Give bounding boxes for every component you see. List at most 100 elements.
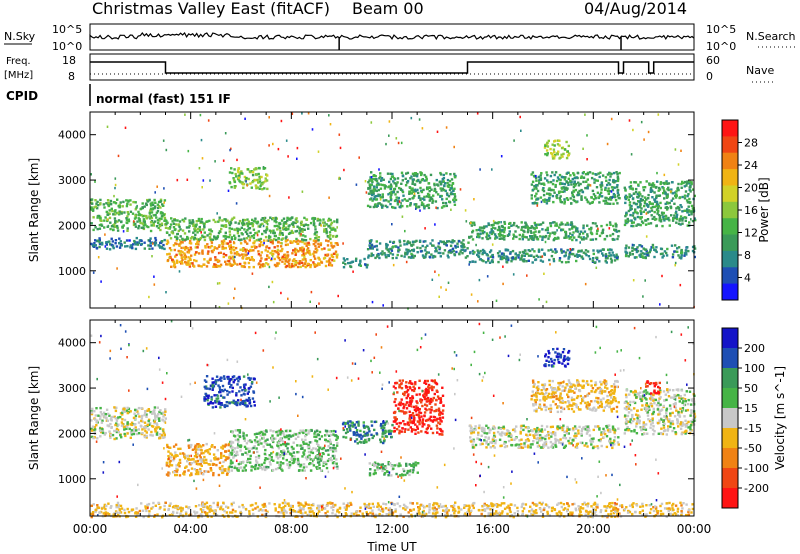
- cell: [458, 253, 461, 256]
- cell: [194, 472, 198, 476]
- cell: [197, 243, 200, 246]
- cell: [466, 247, 469, 250]
- cell: [375, 186, 378, 189]
- cell: [126, 421, 129, 424]
- cell: [649, 188, 652, 191]
- cell: [228, 391, 231, 394]
- cell: [287, 437, 291, 440]
- cell: [636, 206, 640, 209]
- cell: [296, 225, 299, 228]
- cell: [123, 428, 126, 431]
- cell: [245, 248, 248, 252]
- cell: [102, 414, 105, 417]
- cell: [449, 173, 452, 176]
- cell: [123, 211, 126, 214]
- cell: [495, 236, 499, 239]
- cell: [215, 397, 218, 400]
- cell: [532, 238, 535, 241]
- cell: [237, 170, 240, 174]
- cell: [245, 442, 249, 445]
- cell: [535, 236, 539, 239]
- cell: [405, 248, 408, 251]
- cell: [296, 239, 300, 242]
- cell: [172, 445, 176, 448]
- cell: [440, 189, 443, 192]
- cell: [397, 246, 400, 249]
- cell: [639, 198, 643, 201]
- cell: [156, 185, 158, 188]
- cell: [584, 186, 587, 190]
- cell: [628, 201, 632, 204]
- cell: [583, 230, 587, 233]
- cell: [113, 210, 116, 213]
- cell: [609, 196, 613, 199]
- cell: [325, 223, 328, 226]
- cell: [390, 190, 393, 194]
- cell: [235, 452, 238, 456]
- cell: [255, 447, 258, 450]
- cell: [184, 238, 187, 241]
- cell: [194, 233, 197, 237]
- cell: [143, 219, 146, 223]
- cell: [443, 184, 446, 187]
- cell: [386, 243, 389, 247]
- cell: [582, 180, 585, 184]
- cell: [90, 198, 93, 201]
- cell: [589, 238, 592, 241]
- cell: [255, 459, 258, 462]
- cell: [655, 246, 658, 249]
- cell: [542, 182, 545, 185]
- cell: [447, 240, 451, 243]
- cell: [543, 200, 546, 203]
- cell: [531, 180, 535, 183]
- cell: [209, 179, 211, 182]
- cell: [158, 410, 161, 414]
- cell: [609, 234, 612, 237]
- cell: [678, 196, 681, 200]
- cell: [613, 259, 617, 262]
- cell: [498, 254, 501, 258]
- cell: [315, 449, 319, 453]
- cell: [336, 441, 339, 445]
- cell: [309, 263, 313, 267]
- cell: [291, 241, 294, 244]
- cell: [299, 265, 302, 269]
- cell: [384, 204, 387, 208]
- cell: [387, 200, 390, 203]
- cell: [317, 150, 320, 153]
- colorbar-segment: [722, 120, 738, 137]
- cell: [613, 186, 616, 189]
- cell: [268, 229, 272, 232]
- cell: [385, 142, 387, 146]
- cell: [422, 203, 425, 206]
- cell: [222, 224, 225, 227]
- cell: [533, 235, 537, 238]
- cell: [564, 230, 567, 234]
- cell: [264, 177, 267, 180]
- cell: [479, 232, 482, 235]
- cell: [585, 198, 588, 201]
- cell: [221, 219, 224, 222]
- cell: [141, 206, 144, 209]
- cell: [534, 224, 538, 227]
- cell: [488, 236, 492, 240]
- cell: [196, 231, 199, 234]
- cell: [592, 193, 596, 196]
- cell: [385, 256, 388, 259]
- cell: [292, 249, 295, 252]
- cell: [411, 240, 415, 243]
- cell: [675, 190, 678, 193]
- cell: [574, 188, 578, 192]
- cell: [599, 183, 602, 187]
- cell: [392, 188, 396, 191]
- cell: [588, 171, 592, 174]
- cell: [460, 244, 463, 248]
- cell: [271, 468, 275, 472]
- cell: [109, 221, 112, 224]
- cell: [643, 200, 647, 203]
- cell: [121, 205, 124, 208]
- cell: [691, 245, 695, 249]
- cell: [236, 229, 240, 233]
- cell: [254, 441, 257, 444]
- cell: [663, 173, 666, 177]
